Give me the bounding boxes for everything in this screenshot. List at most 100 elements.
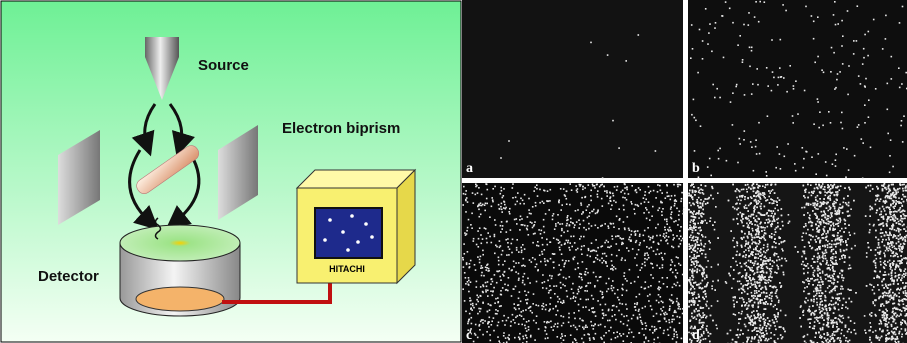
dot bbox=[551, 275, 553, 277]
dot bbox=[468, 277, 470, 279]
dot bbox=[580, 202, 582, 204]
dot bbox=[683, 207, 685, 209]
dot bbox=[743, 24, 745, 26]
dot bbox=[567, 215, 569, 217]
dot bbox=[823, 228, 825, 230]
dot bbox=[838, 243, 840, 245]
dot bbox=[678, 263, 680, 265]
dot bbox=[553, 237, 555, 239]
dot bbox=[789, 65, 791, 67]
dot bbox=[600, 276, 602, 278]
dot bbox=[657, 224, 659, 226]
dot bbox=[545, 304, 547, 306]
dot bbox=[695, 236, 697, 238]
dot bbox=[501, 211, 503, 213]
dot bbox=[535, 205, 537, 207]
dot bbox=[647, 227, 649, 229]
dot bbox=[839, 337, 841, 339]
dot bbox=[725, 1, 727, 3]
dot bbox=[486, 269, 488, 271]
dot bbox=[896, 308, 898, 310]
dot bbox=[885, 274, 887, 276]
dot bbox=[847, 238, 849, 240]
dot bbox=[809, 318, 811, 320]
dot bbox=[591, 211, 593, 213]
dot bbox=[564, 243, 566, 245]
dot bbox=[635, 309, 637, 311]
dot bbox=[805, 6, 807, 8]
dot bbox=[856, 40, 858, 42]
dot bbox=[829, 269, 831, 271]
dot bbox=[767, 340, 769, 342]
dot bbox=[715, 22, 717, 24]
dot bbox=[602, 205, 604, 207]
dot bbox=[653, 250, 655, 252]
dot bbox=[697, 310, 699, 312]
dot bbox=[679, 211, 681, 213]
dot bbox=[900, 211, 902, 213]
dot bbox=[509, 213, 511, 215]
dot bbox=[721, 15, 723, 17]
dot bbox=[702, 316, 704, 318]
dot bbox=[645, 199, 647, 201]
dot bbox=[559, 247, 561, 249]
dot bbox=[591, 225, 593, 227]
dot bbox=[599, 260, 601, 262]
dot bbox=[756, 203, 758, 205]
dot bbox=[482, 254, 484, 256]
dot bbox=[590, 190, 592, 192]
dot bbox=[756, 282, 758, 284]
dot bbox=[600, 324, 602, 326]
dot bbox=[737, 281, 739, 283]
dot bbox=[838, 328, 840, 330]
dot bbox=[803, 282, 805, 284]
dot bbox=[665, 197, 667, 199]
dot bbox=[654, 326, 656, 328]
dot bbox=[491, 197, 493, 199]
dot bbox=[825, 161, 827, 163]
dot bbox=[758, 21, 760, 23]
dot bbox=[512, 197, 514, 199]
dot bbox=[521, 265, 523, 267]
dot bbox=[674, 310, 676, 312]
dot bbox=[875, 204, 877, 206]
dot bbox=[740, 200, 742, 202]
dot bbox=[516, 249, 518, 251]
dot bbox=[901, 310, 903, 312]
dot bbox=[573, 259, 575, 261]
dot bbox=[700, 243, 702, 245]
dot bbox=[498, 340, 500, 342]
dot bbox=[845, 307, 847, 309]
dot bbox=[891, 275, 893, 277]
dot bbox=[835, 87, 837, 89]
dot bbox=[549, 285, 551, 287]
dot bbox=[673, 221, 675, 223]
dot bbox=[615, 337, 617, 339]
dot bbox=[626, 199, 628, 201]
dot bbox=[656, 313, 658, 315]
dot bbox=[621, 314, 623, 316]
dot bbox=[655, 197, 657, 199]
dot bbox=[652, 236, 654, 238]
dot bbox=[544, 249, 546, 251]
dot bbox=[602, 317, 604, 319]
dot bbox=[690, 247, 692, 249]
dot bbox=[753, 329, 755, 331]
dot bbox=[625, 304, 627, 306]
dot bbox=[837, 210, 839, 212]
dot bbox=[666, 219, 668, 221]
dot bbox=[711, 288, 713, 290]
dot bbox=[835, 240, 837, 242]
dot bbox=[623, 275, 625, 277]
dot bbox=[486, 242, 488, 244]
dot bbox=[840, 242, 842, 244]
dot bbox=[507, 337, 509, 339]
dot bbox=[592, 311, 594, 313]
dot bbox=[570, 221, 572, 223]
dot bbox=[560, 315, 562, 317]
dot bbox=[541, 305, 543, 307]
dot bbox=[822, 329, 824, 331]
dot bbox=[579, 325, 581, 327]
dot bbox=[562, 260, 564, 262]
dot bbox=[666, 286, 668, 288]
